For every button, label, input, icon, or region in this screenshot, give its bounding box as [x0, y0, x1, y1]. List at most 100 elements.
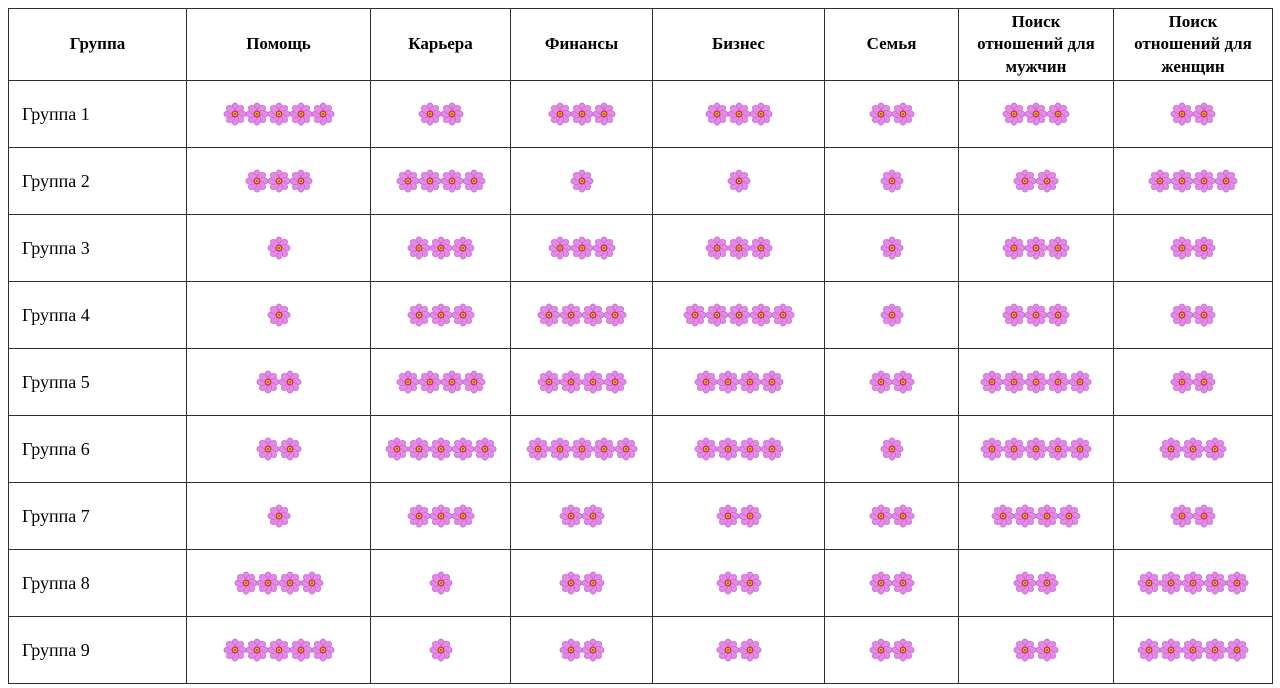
- flower-rating: [960, 437, 1113, 461]
- column-header: Группа: [8, 7, 187, 82]
- rating-cell: [652, 214, 825, 283]
- flower-icon: [771, 303, 794, 327]
- flower-icon: [1002, 102, 1026, 126]
- rating-cell: [1113, 80, 1273, 149]
- flower-rating: [512, 370, 652, 394]
- flower-rating: [1115, 638, 1272, 662]
- flower-icon: [1035, 638, 1059, 662]
- flower-icon: [267, 236, 290, 260]
- flower-rating: [1115, 102, 1272, 126]
- flower-rating: [654, 303, 824, 327]
- table-row: Группа 2: [8, 147, 1273, 216]
- flower-icon: [570, 102, 593, 126]
- flower-icon: [418, 102, 441, 126]
- flower-icon: [869, 102, 892, 126]
- flower-rating: [654, 437, 824, 461]
- flower-icon: [694, 437, 717, 461]
- flower-icon: [1068, 437, 1092, 461]
- flower-rating: [372, 571, 510, 595]
- flower-rating: [372, 504, 510, 528]
- flower-rating: [960, 102, 1113, 126]
- flower-rating: [1115, 370, 1272, 394]
- flower-icon: [1181, 437, 1205, 461]
- flower-rating: [372, 370, 510, 394]
- flower-icon: [245, 169, 268, 193]
- flower-rating: [1115, 236, 1272, 260]
- flower-icon: [396, 370, 419, 394]
- rating-cell: [370, 482, 511, 551]
- flower-icon: [716, 504, 739, 528]
- flower-icon: [256, 370, 279, 394]
- flower-icon: [1068, 370, 1092, 394]
- table-row: Группа 5: [8, 348, 1273, 417]
- flower-icon: [869, 504, 892, 528]
- flower-icon: [716, 638, 739, 662]
- flower-rating: [960, 504, 1113, 528]
- flower-icon: [581, 370, 604, 394]
- flower-rating: [188, 102, 370, 126]
- rating-cell: [370, 616, 511, 685]
- flower-icon: [980, 437, 1004, 461]
- flower-icon: [1181, 571, 1205, 595]
- rating-cell: [1113, 616, 1273, 685]
- flower-rating: [372, 437, 510, 461]
- flower-icon: [1046, 236, 1070, 260]
- flower-rating: [512, 437, 652, 461]
- table-row: Группа 7: [8, 482, 1273, 551]
- flower-icon: [1170, 169, 1194, 193]
- flower-icon: [1024, 236, 1048, 260]
- flower-icon: [559, 504, 582, 528]
- flower-icon: [1024, 303, 1048, 327]
- flower-rating: [826, 102, 958, 126]
- flower-icon: [581, 303, 604, 327]
- flower-icon: [880, 437, 903, 461]
- rating-cell: [652, 482, 825, 551]
- table-row: Группа 8: [8, 549, 1273, 618]
- flower-rating: [960, 236, 1113, 260]
- column-header: Помощь: [186, 7, 371, 82]
- flower-rating: [512, 169, 652, 193]
- rating-cell: [824, 348, 959, 417]
- flower-rating: [188, 437, 370, 461]
- group-label: Группа 8: [8, 549, 187, 618]
- flower-rating: [188, 504, 370, 528]
- flower-icon: [570, 437, 593, 461]
- group-label: Группа 4: [8, 281, 187, 350]
- flower-icon: [1192, 102, 1216, 126]
- rating-cell: [652, 616, 825, 685]
- flower-icon: [526, 437, 549, 461]
- column-header: Финансы: [510, 7, 653, 82]
- rating-cell: [652, 415, 825, 484]
- flower-icon: [1046, 370, 1070, 394]
- flower-icon: [407, 504, 430, 528]
- column-header: Поиск отношений для мужчин: [958, 7, 1114, 82]
- flower-icon: [716, 370, 739, 394]
- flower-rating: [1115, 571, 1272, 595]
- rating-cell: [186, 147, 371, 216]
- flower-icon: [1148, 169, 1172, 193]
- flower-icon: [1225, 571, 1249, 595]
- flower-icon: [407, 303, 430, 327]
- flower-icon: [1057, 504, 1081, 528]
- rating-cell: [1113, 549, 1273, 618]
- flower-rating: [654, 102, 824, 126]
- rating-cell: [186, 348, 371, 417]
- rating-cell: [186, 281, 371, 350]
- rating-cell: [1113, 415, 1273, 484]
- rating-cell: [958, 214, 1114, 283]
- flower-rating: [512, 303, 652, 327]
- flower-icon: [289, 169, 312, 193]
- header-row: Группа Помощь Карьера Финансы Бизнес Семья Пои…: [8, 7, 1273, 82]
- flower-icon: [289, 638, 312, 662]
- flower-icon: [592, 102, 615, 126]
- flower-icon: [727, 303, 750, 327]
- flower-rating: [654, 571, 824, 595]
- flower-icon: [559, 638, 582, 662]
- flower-icon: [245, 102, 268, 126]
- rating-cell: [824, 549, 959, 618]
- rating-cell: [824, 214, 959, 283]
- flower-icon: [738, 504, 761, 528]
- flower-icon: [727, 236, 750, 260]
- flower-icon: [234, 571, 257, 595]
